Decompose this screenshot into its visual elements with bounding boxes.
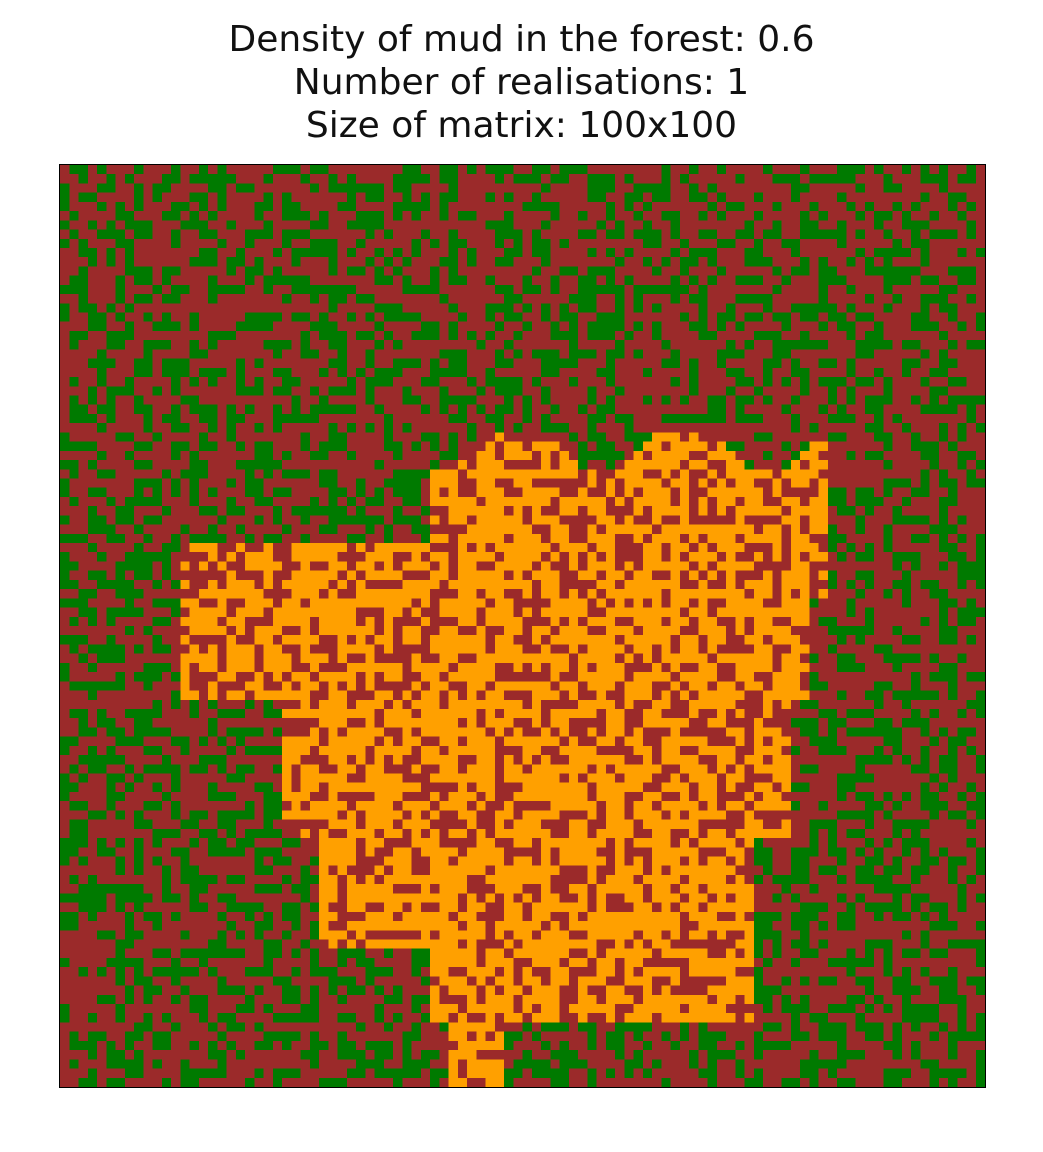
chart-title: Density of mud in the forest: 0.6 Number… bbox=[0, 18, 1043, 147]
forest-grid-heatmap bbox=[60, 165, 985, 1087]
title-matrix-size-line: Size of matrix: 100x100 bbox=[305, 105, 738, 146]
forest-grid-plot bbox=[59, 164, 986, 1088]
title-realisations-line: Number of realisations: 1 bbox=[293, 62, 750, 103]
title-density-line: Density of mud in the forest: 0.6 bbox=[228, 19, 815, 60]
